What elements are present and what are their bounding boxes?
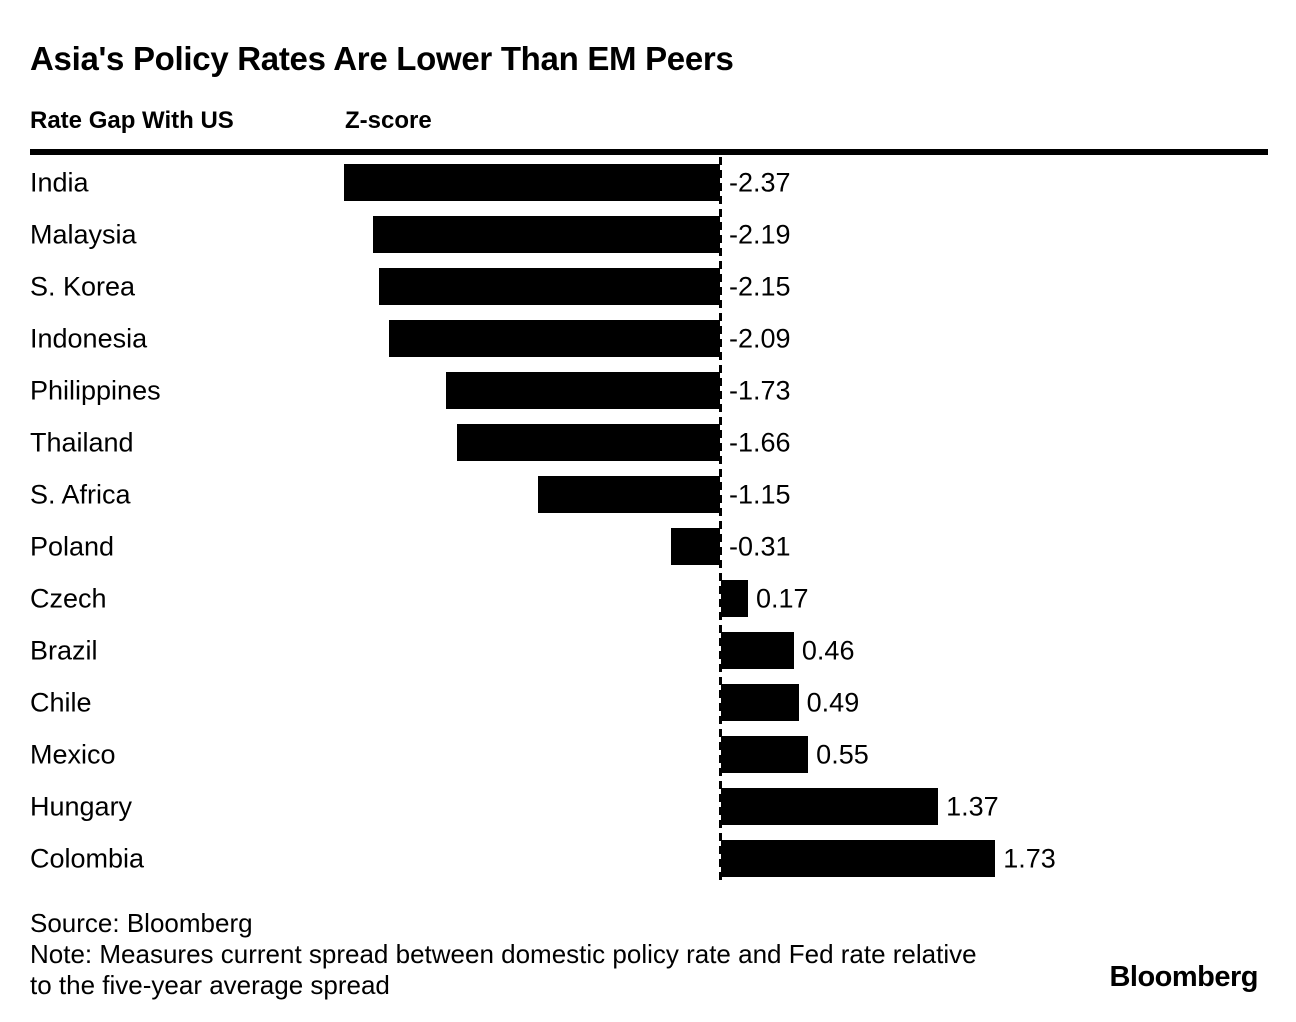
category-label: Hungary bbox=[30, 791, 133, 822]
chart-row-mexico: Mexico 0.55 bbox=[0, 729, 1296, 781]
bar bbox=[537, 476, 720, 513]
legend-unit-label: Z-score bbox=[345, 107, 432, 134]
value-label: 0.49 bbox=[806, 687, 860, 718]
value-label: -2.15 bbox=[729, 271, 791, 302]
chart-footer: Source: Bloomberg Note: Measures current… bbox=[30, 908, 1266, 1001]
note-line-2: to the five-year average spread bbox=[30, 970, 390, 1000]
category-label: India bbox=[30, 167, 89, 198]
chart-row-colombia: Colombia 1.73 bbox=[0, 833, 1296, 885]
bar-chart: India -2.37 Malaysia -2.19 S. Korea -2.15 Indo… bbox=[0, 157, 1296, 885]
header-rule bbox=[30, 149, 1268, 155]
zero-axis-dashed-line bbox=[719, 157, 722, 881]
value-label: 1.73 bbox=[1003, 843, 1056, 874]
bar bbox=[344, 164, 720, 201]
category-label: Colombia bbox=[30, 843, 145, 874]
category-label: Malaysia bbox=[30, 219, 137, 250]
category-label: Chile bbox=[30, 687, 92, 718]
bar bbox=[388, 320, 720, 357]
chart-row-indonesia: Indonesia -2.09 bbox=[0, 313, 1296, 365]
bar bbox=[721, 840, 996, 877]
chart-row-s-korea: S. Korea -2.15 bbox=[0, 261, 1296, 313]
value-label: -1.66 bbox=[729, 427, 791, 458]
value-label: -2.19 bbox=[729, 219, 791, 250]
value-label: 0.46 bbox=[801, 635, 855, 666]
chart-legend: Rate Gap With US Z-score bbox=[30, 107, 1266, 135]
value-label: -1.15 bbox=[729, 479, 791, 510]
source-line: Source: Bloomberg bbox=[30, 908, 253, 938]
bar bbox=[721, 684, 799, 721]
chart-title: Asia's Policy Rates Are Lower Than EM Pe… bbox=[30, 40, 734, 77]
bar bbox=[670, 528, 720, 565]
bar bbox=[372, 216, 720, 253]
chart-row-philippines: Philippines -1.73 bbox=[0, 365, 1296, 417]
note-line-1: Note: Measures current spread between do… bbox=[30, 939, 977, 969]
chart-row-poland: Poland -0.31 bbox=[0, 521, 1296, 573]
chart-row-thailand: Thailand -1.66 bbox=[0, 417, 1296, 469]
category-label: Thailand bbox=[30, 427, 134, 458]
value-label: 0.55 bbox=[816, 739, 869, 770]
chart-row-czech: Czech 0.17 bbox=[0, 573, 1296, 625]
value-label: -2.09 bbox=[729, 323, 791, 354]
chart-row-s-africa: S. Africa -1.15 bbox=[0, 469, 1296, 521]
category-label: Indonesia bbox=[30, 323, 148, 354]
value-label: 1.37 bbox=[946, 791, 999, 822]
category-label: Poland bbox=[30, 531, 115, 562]
chart-row-chile: Chile 0.49 bbox=[0, 677, 1296, 729]
chart-row-hungary: Hungary 1.37 bbox=[0, 781, 1296, 833]
chart-row-india: India -2.37 bbox=[0, 157, 1296, 209]
category-label: S. Korea bbox=[30, 271, 136, 302]
bar bbox=[456, 424, 720, 461]
category-label: S. Africa bbox=[30, 479, 131, 510]
category-label: Czech bbox=[30, 583, 107, 614]
category-label: Mexico bbox=[30, 739, 116, 770]
legend-series-label: Rate Gap With US bbox=[30, 107, 234, 134]
category-label: Brazil bbox=[30, 635, 98, 666]
bar bbox=[379, 268, 720, 305]
bloomberg-logo: Bloomberg bbox=[1109, 961, 1258, 993]
value-label: 0.17 bbox=[755, 583, 809, 614]
chart-row-malaysia: Malaysia -2.19 bbox=[0, 209, 1296, 261]
value-label: -1.73 bbox=[729, 375, 791, 406]
bar bbox=[721, 736, 809, 773]
value-label: -2.37 bbox=[729, 167, 791, 198]
value-label: -0.31 bbox=[729, 531, 791, 562]
category-label: Philippines bbox=[30, 375, 161, 406]
bar bbox=[721, 788, 939, 825]
bar bbox=[445, 372, 720, 409]
bar bbox=[721, 580, 748, 617]
chart-row-brazil: Brazil 0.46 bbox=[0, 625, 1296, 677]
bar bbox=[721, 632, 794, 669]
